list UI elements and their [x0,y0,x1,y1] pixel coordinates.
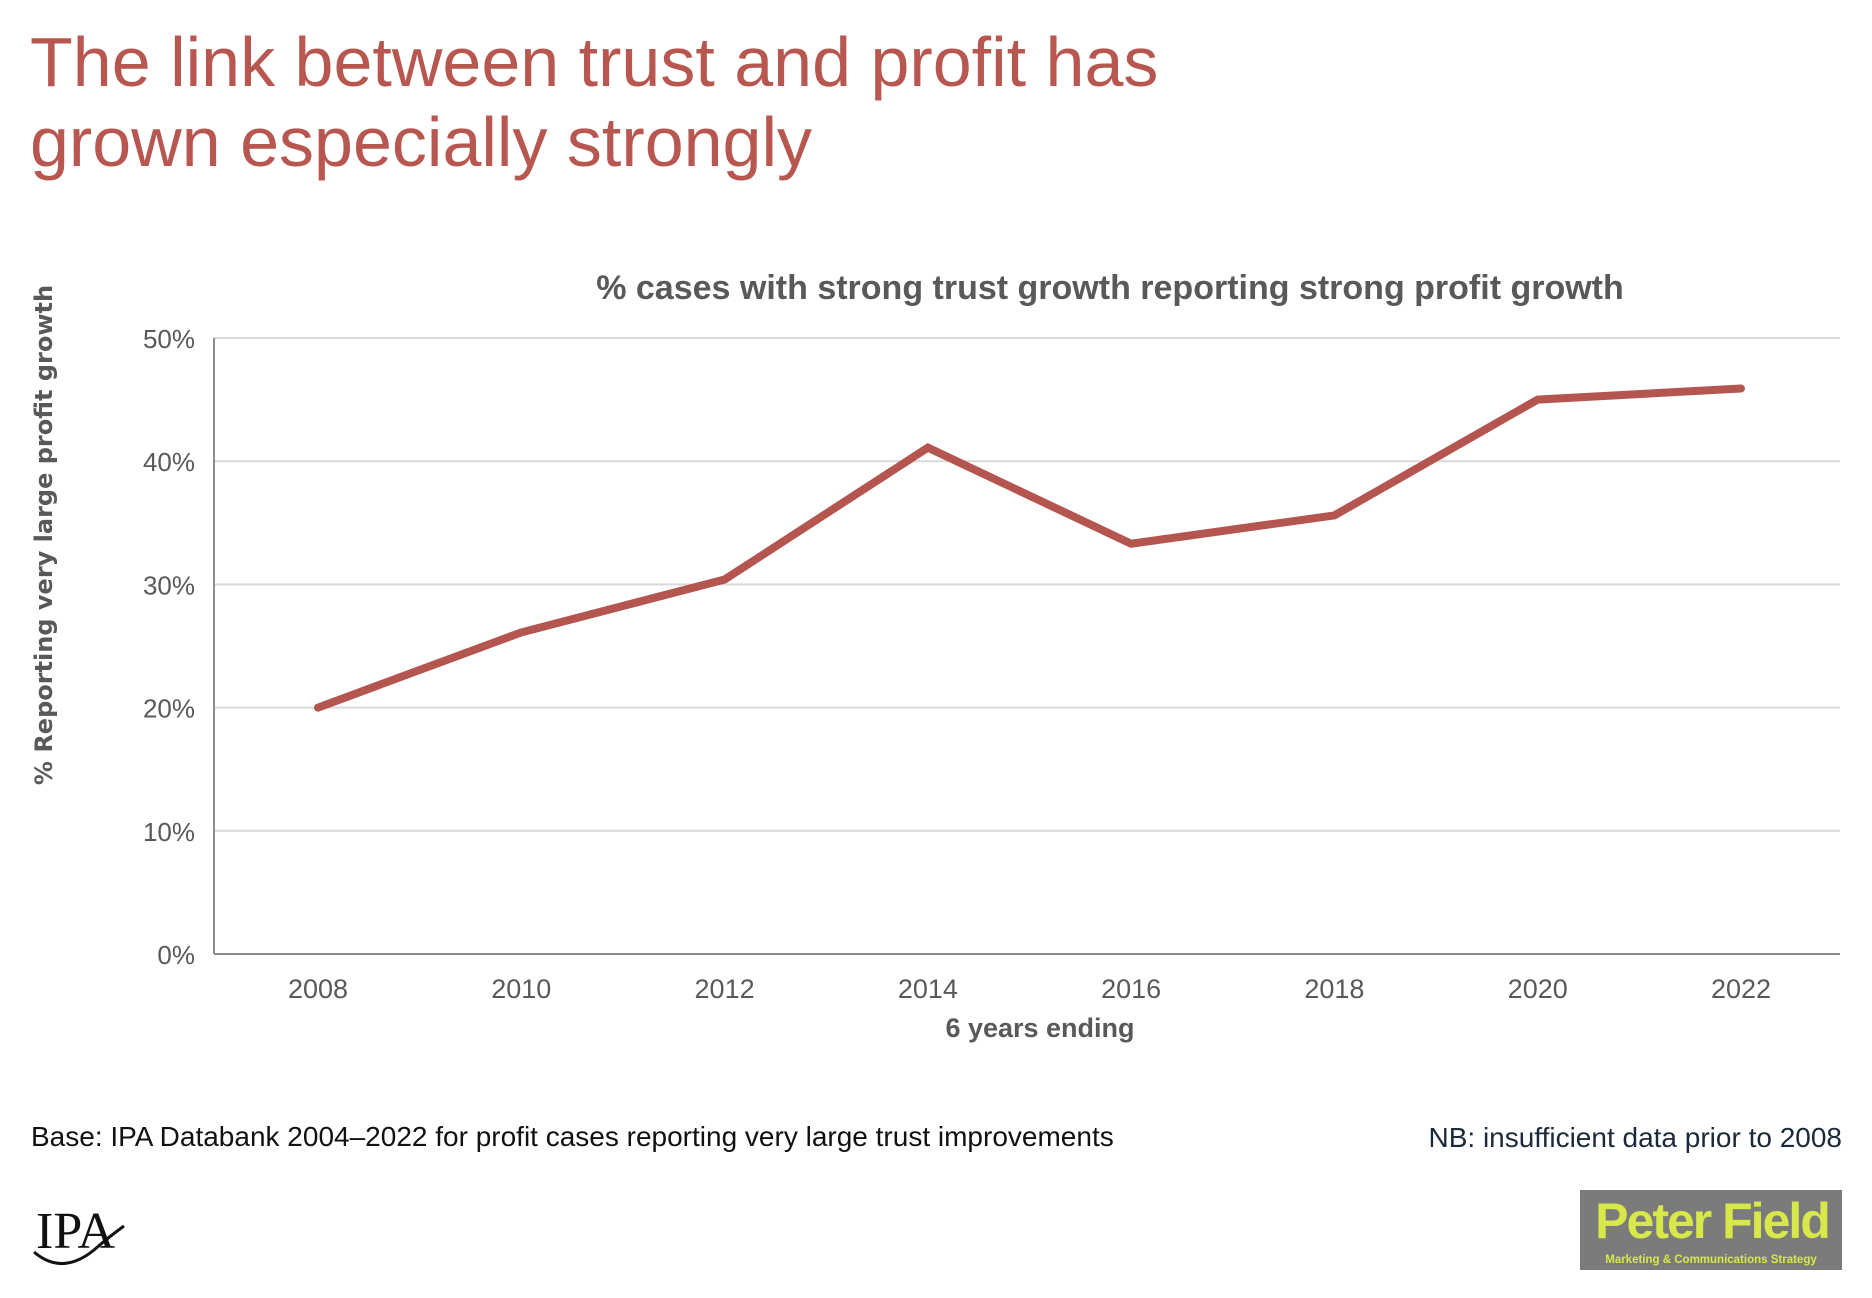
y-tick-labels: 0% 10% 20% 30% 40% 50% [143,324,195,970]
ipa-logo-swoosh [33,1224,125,1265]
peter-field-logo-name: Peter Field [1595,1193,1831,1249]
x-tick-label: 2012 [695,974,755,1004]
x-tick-label: 2022 [1711,974,1771,1004]
x-axis-title: 6 years ending [945,1013,1134,1043]
chart-title: % cases with strong trust growth reporti… [596,269,1624,307]
y-tick-label: 50% [143,324,195,354]
data-point-2016 [1130,543,1132,545]
data-point-2012 [724,578,726,580]
slide-title-line-1: The link between trust and profit has [30,23,1159,101]
nb-footnote: NB: insufficient data prior to 2008 [1428,1122,1842,1153]
x-tick-labels: 2008 2010 2012 2014 2016 2018 2020 2022 [288,974,1771,1004]
ipa-logo-icon: IPA [33,1203,125,1265]
y-tick-label: 0% [157,940,195,970]
base-footnote: Base: IPA Databank 2004–2022 for profit … [31,1121,1114,1152]
y-tick-label: 10% [143,817,195,847]
x-tick-label: 2008 [288,974,348,1004]
x-tick-label: 2014 [898,974,958,1004]
ipa-logo-text: IPA [36,1203,115,1260]
y-tick-label: 20% [143,694,195,724]
y-tick-label: 30% [143,570,195,600]
slide-title-line-2: grown especially strongly [30,103,813,181]
gridlines [214,337,1840,832]
peter-field-logo: Peter Field Marketing & Communications S… [1580,1190,1842,1270]
axes [213,338,1840,955]
data-point-2022 [1740,388,1742,390]
data-point-2008 [317,707,319,709]
y-tick-label: 40% [143,447,195,477]
x-tick-label: 2018 [1304,974,1364,1004]
x-tick-label: 2016 [1101,974,1161,1004]
x-tick-label: 2020 [1508,974,1568,1004]
data-point-2020 [1537,399,1539,401]
slide-title: The link between trust and profit has gr… [30,22,1158,182]
ipa-logo: IPA [32,1196,144,1270]
series-group [314,384,1745,712]
x-tick-label: 2010 [491,974,551,1004]
series-line [314,384,1745,712]
data-point-2018 [1333,514,1335,516]
peter-field-logo-tagline: Marketing & Communications Strategy [1605,1254,1817,1266]
data-point-2014 [927,447,929,449]
data-point-2010 [520,631,522,633]
y-axis-title: % Reporting very large profit growth [30,285,58,785]
